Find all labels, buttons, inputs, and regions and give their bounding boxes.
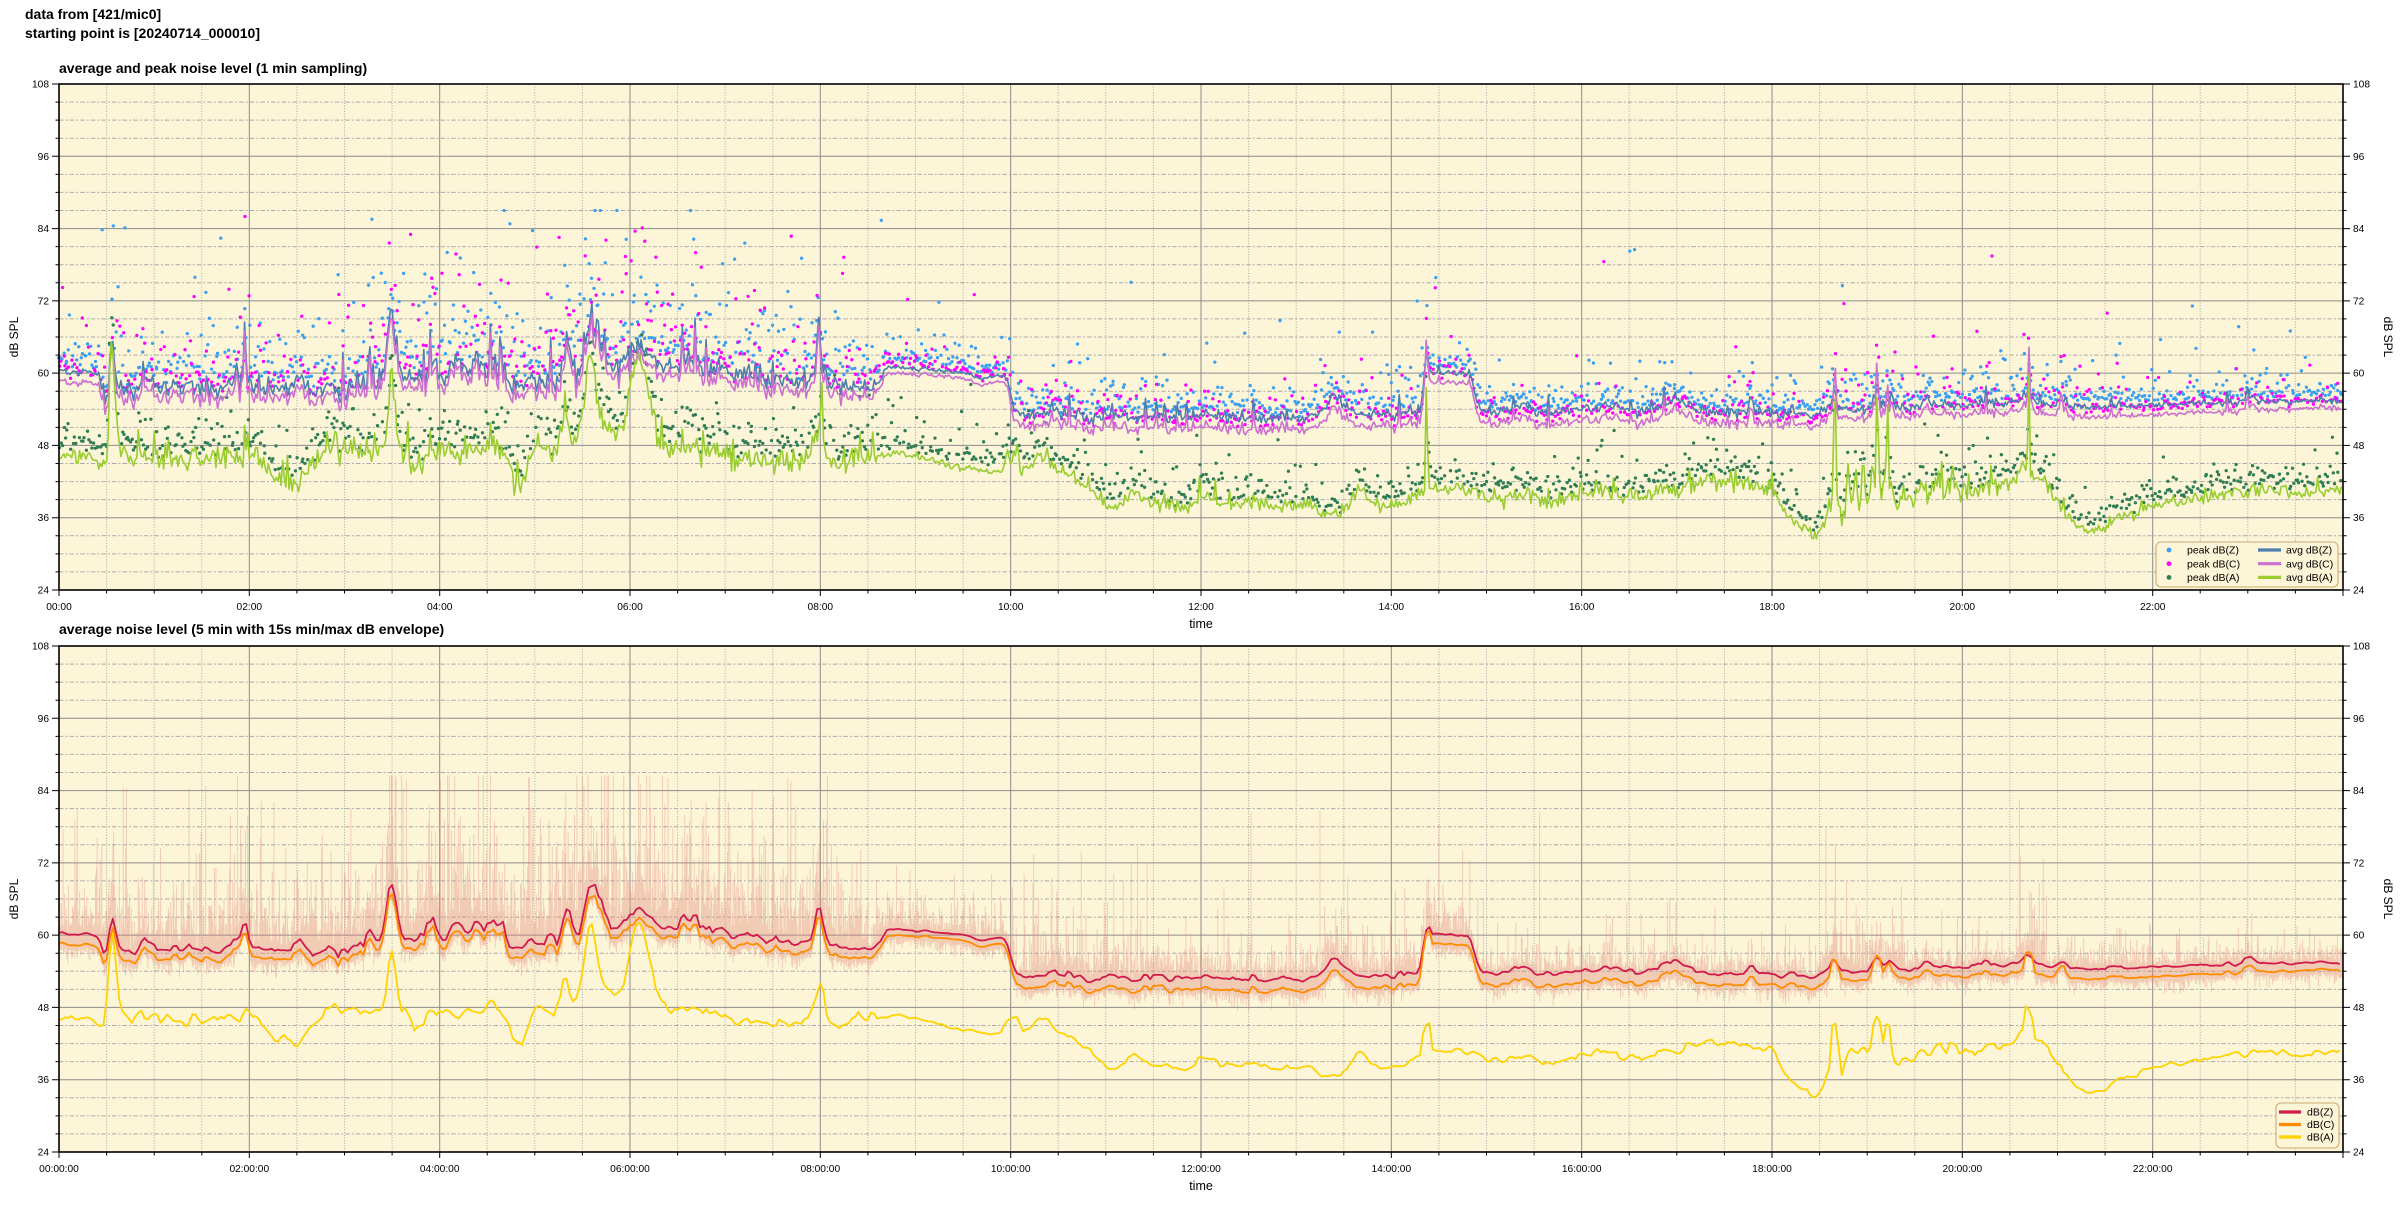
svg-text:24: 24 bbox=[2353, 586, 2365, 597]
svg-text:14:00: 14:00 bbox=[1379, 602, 1405, 613]
svg-text:data from [421/mic0]: data from [421/mic0] bbox=[25, 6, 161, 22]
svg-text:72: 72 bbox=[38, 858, 50, 869]
svg-text:60: 60 bbox=[38, 931, 50, 942]
svg-text:48: 48 bbox=[2353, 441, 2365, 452]
svg-text:96: 96 bbox=[38, 152, 50, 163]
svg-text:108: 108 bbox=[2353, 80, 2370, 91]
svg-text:20:00: 20:00 bbox=[1950, 602, 1976, 613]
svg-text:48: 48 bbox=[38, 441, 50, 452]
svg-text:18:00: 18:00 bbox=[1759, 602, 1785, 613]
svg-text:average and peak noise level (: average and peak noise level (1 min samp… bbox=[59, 60, 367, 76]
svg-text:dB(Z): dB(Z) bbox=[2307, 1107, 2333, 1119]
svg-text:108: 108 bbox=[32, 642, 49, 653]
svg-text:peak dB(A): peak dB(A) bbox=[2187, 572, 2240, 584]
svg-text:dB(A): dB(A) bbox=[2307, 1132, 2334, 1144]
svg-text:60: 60 bbox=[2353, 369, 2365, 380]
svg-text:22:00: 22:00 bbox=[2140, 602, 2166, 613]
svg-text:96: 96 bbox=[2353, 152, 2365, 163]
svg-text:60: 60 bbox=[38, 369, 50, 380]
svg-text:20:00:00: 20:00:00 bbox=[1942, 1164, 1982, 1175]
svg-text:avg dB(Z): avg dB(Z) bbox=[2286, 545, 2332, 557]
svg-text:18:00:00: 18:00:00 bbox=[1752, 1164, 1792, 1175]
svg-text:72: 72 bbox=[38, 296, 50, 307]
svg-text:24: 24 bbox=[38, 586, 50, 597]
svg-text:02:00:00: 02:00:00 bbox=[229, 1164, 269, 1175]
svg-text:16:00:00: 16:00:00 bbox=[1562, 1164, 1602, 1175]
svg-text:60: 60 bbox=[2353, 931, 2365, 942]
svg-text:08:00:00: 08:00:00 bbox=[800, 1164, 840, 1175]
svg-text:48: 48 bbox=[2353, 1003, 2365, 1014]
svg-text:04:00:00: 04:00:00 bbox=[420, 1164, 460, 1175]
svg-text:84: 84 bbox=[38, 224, 50, 235]
svg-text:16:00: 16:00 bbox=[1569, 602, 1595, 613]
svg-text:04:00: 04:00 bbox=[427, 602, 453, 613]
svg-text:10:00: 10:00 bbox=[998, 602, 1024, 613]
svg-text:24: 24 bbox=[38, 1148, 50, 1159]
svg-text:84: 84 bbox=[38, 786, 50, 797]
svg-text:96: 96 bbox=[38, 714, 50, 725]
svg-text:dB SPL: dB SPL bbox=[2381, 879, 2395, 920]
svg-text:time: time bbox=[1189, 617, 1213, 631]
svg-text:22:00:00: 22:00:00 bbox=[2133, 1164, 2173, 1175]
svg-text:dB(C): dB(C) bbox=[2307, 1119, 2334, 1131]
svg-text:10:00:00: 10:00:00 bbox=[991, 1164, 1031, 1175]
svg-text:06:00:00: 06:00:00 bbox=[610, 1164, 650, 1175]
svg-text:time: time bbox=[1189, 1179, 1213, 1193]
svg-text:peak dB(C): peak dB(C) bbox=[2187, 558, 2240, 570]
svg-text:84: 84 bbox=[2353, 224, 2365, 235]
svg-text:36: 36 bbox=[38, 1075, 50, 1086]
svg-text:avg dB(A): avg dB(A) bbox=[2286, 572, 2333, 584]
svg-text:peak dB(Z): peak dB(Z) bbox=[2187, 545, 2239, 557]
svg-text:08:00: 08:00 bbox=[808, 602, 834, 613]
svg-text:avg dB(C): avg dB(C) bbox=[2286, 558, 2333, 570]
svg-text:12:00: 12:00 bbox=[1188, 602, 1214, 613]
svg-text:24: 24 bbox=[2353, 1148, 2365, 1159]
svg-text:00:00: 00:00 bbox=[46, 602, 72, 613]
svg-text:36: 36 bbox=[2353, 1075, 2365, 1086]
svg-text:02:00: 02:00 bbox=[237, 602, 263, 613]
svg-text:96: 96 bbox=[2353, 714, 2365, 725]
svg-text:average noise level (5 min wit: average noise level (5 min with 15s min/… bbox=[59, 621, 444, 637]
svg-text:72: 72 bbox=[2353, 296, 2365, 307]
svg-text:starting point is [20240714_00: starting point is [20240714_000010] bbox=[25, 25, 260, 41]
svg-text:36: 36 bbox=[38, 513, 50, 524]
svg-text:06:00: 06:00 bbox=[617, 602, 643, 613]
svg-text:36: 36 bbox=[2353, 513, 2365, 524]
svg-text:108: 108 bbox=[2353, 642, 2370, 653]
svg-text:12:00:00: 12:00:00 bbox=[1181, 1164, 1221, 1175]
svg-text:72: 72 bbox=[2353, 858, 2365, 869]
svg-text:dB SPL: dB SPL bbox=[2381, 317, 2395, 358]
svg-text:84: 84 bbox=[2353, 786, 2365, 797]
svg-text:dB SPL: dB SPL bbox=[7, 316, 21, 357]
svg-text:dB SPL: dB SPL bbox=[7, 878, 21, 919]
svg-text:00:00:00: 00:00:00 bbox=[39, 1164, 79, 1175]
svg-text:14:00:00: 14:00:00 bbox=[1371, 1164, 1411, 1175]
svg-text:48: 48 bbox=[38, 1003, 50, 1014]
svg-text:108: 108 bbox=[32, 80, 49, 91]
